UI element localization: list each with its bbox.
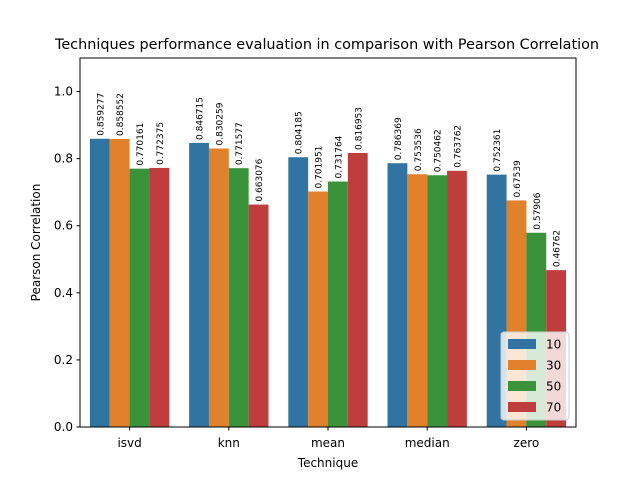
- bar-value-label: 0.750462: [434, 129, 444, 172]
- bar-value-label: 0.859277: [96, 93, 106, 136]
- bar-median-30: [407, 174, 428, 427]
- plot-area: 0.859277 0.846715 0.804185 0.786369 0.752361…: [54, 85, 567, 450]
- bar-value-label: 0.804185: [295, 111, 305, 154]
- bar-knn-50: [228, 168, 249, 428]
- bar-mean-70: [347, 152, 368, 427]
- y-tick-label: 0.6: [54, 219, 73, 233]
- legend-swatch-10: [508, 339, 536, 349]
- legend-swatch-50: [508, 381, 536, 391]
- bar-value-label: 0.663076: [255, 158, 265, 201]
- y-tick-label: 0.2: [54, 353, 73, 367]
- y-axis-label: Pearson Correlation: [29, 184, 43, 302]
- legend-label: 70: [546, 401, 561, 415]
- bar-value-label: 0.786369: [394, 117, 404, 160]
- y-tick-label: 0.0: [54, 420, 73, 434]
- bar-mean-30: [308, 191, 328, 427]
- bar-value-label: 0.770161: [136, 123, 146, 166]
- axes-frame: [79, 57, 577, 428]
- bar-isvd-50: [129, 168, 150, 427]
- bar-median-10: [387, 163, 408, 427]
- bar-value-label: 0.46762: [553, 230, 563, 267]
- x-tick-label: knn: [218, 436, 240, 450]
- bar-median-50: [427, 175, 448, 427]
- x-tick-label: mean: [311, 436, 345, 450]
- bar-value-label: 0.830259: [215, 102, 225, 145]
- bar-value-label: 0.752361: [493, 129, 503, 172]
- bar-value-label: 0.753536: [414, 128, 424, 171]
- x-tick-label: isvd: [117, 436, 141, 450]
- chart-title: Techniques performance evaluation in com…: [54, 37, 599, 53]
- bar-knn-30: [208, 148, 229, 428]
- bar-median-70: [447, 170, 467, 428]
- legend-label: 30: [546, 359, 561, 373]
- bar-knn-70: [248, 204, 269, 427]
- x-axis-label: Technique: [297, 456, 358, 470]
- bar-value-label: 0.846715: [196, 97, 206, 140]
- bar-value-label: 0.701951: [315, 146, 325, 189]
- bar-value-label: 0.763762: [453, 125, 463, 168]
- bar-value-label: 0.816953: [354, 107, 364, 150]
- legend-label: 10: [546, 338, 561, 352]
- bar-isvd-30: [109, 138, 130, 428]
- legend-box: [500, 331, 570, 421]
- bar-isvd-70: [149, 167, 170, 427]
- bar-mean-50: [328, 181, 348, 427]
- bar-value-label: 0.57906: [533, 192, 543, 229]
- bar-knn-10: [189, 142, 209, 427]
- bar-value-label: 0.731764: [334, 135, 344, 178]
- bar-value-label: 0.67539: [513, 160, 523, 197]
- bar-isvd-10: [89, 138, 110, 427]
- x-tick-label: zero: [514, 436, 540, 450]
- y-tick-label: 1.0: [54, 85, 73, 99]
- y-tick-label: 0.8: [54, 152, 73, 166]
- bar-value-label: 0.772375: [156, 122, 166, 165]
- legend: 10 30 50 70: [500, 331, 570, 421]
- legend-swatch-30: [508, 360, 536, 370]
- legend-swatch-70: [508, 402, 536, 412]
- bar-value-label: 0.771577: [235, 122, 245, 165]
- x-tick-label: median: [405, 436, 450, 450]
- bar-value-label: 0.858552: [116, 93, 126, 136]
- bar-mean-10: [288, 157, 309, 428]
- y-tick-label: 0.4: [54, 286, 73, 300]
- legend-label: 50: [546, 380, 561, 394]
